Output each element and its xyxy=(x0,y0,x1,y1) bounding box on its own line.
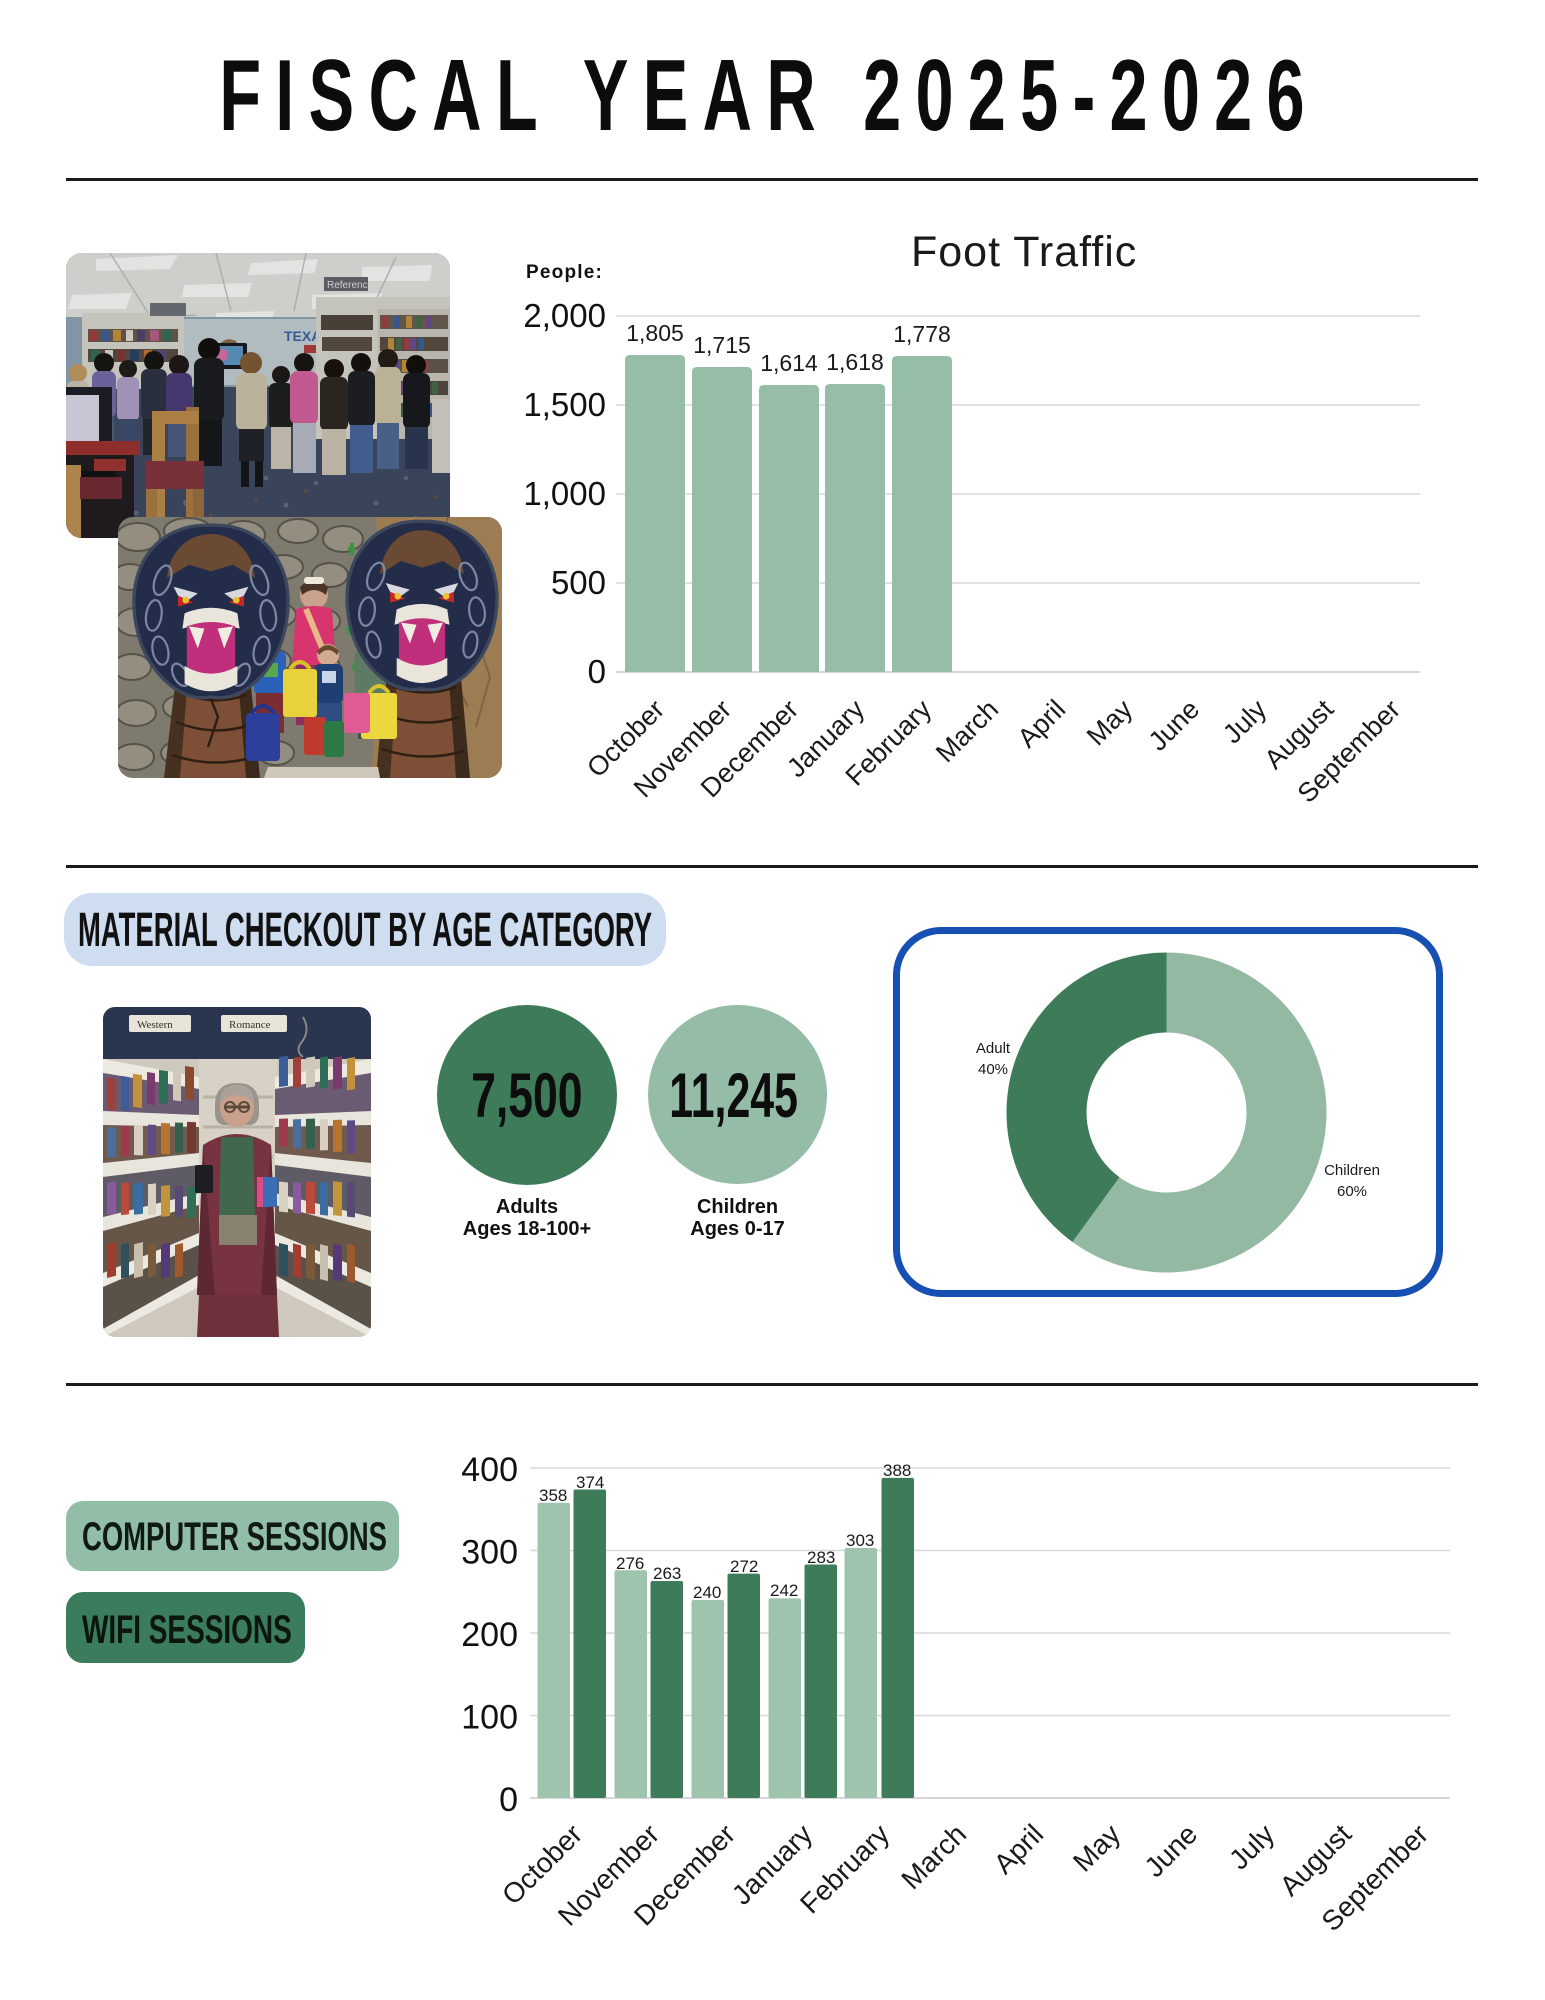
svg-text:April: April xyxy=(988,1818,1050,1880)
svg-text:1,618: 1,618 xyxy=(826,349,884,375)
svg-text:1,614: 1,614 xyxy=(760,350,818,376)
svg-text:March: March xyxy=(930,694,1004,768)
svg-text:400: 400 xyxy=(461,1451,518,1489)
svg-text:240: 240 xyxy=(693,1583,721,1602)
svg-text:303: 303 xyxy=(846,1531,874,1550)
svg-text:100: 100 xyxy=(461,1699,518,1737)
svg-text:1,715: 1,715 xyxy=(693,332,751,358)
svg-text:0: 0 xyxy=(588,653,606,690)
svg-text:May: May xyxy=(1081,694,1139,752)
svg-text:June: June xyxy=(1143,694,1206,757)
svg-text:263: 263 xyxy=(653,1564,681,1583)
svg-text:300: 300 xyxy=(461,1534,518,1572)
svg-text:1,805: 1,805 xyxy=(626,320,684,346)
svg-text:358: 358 xyxy=(539,1486,567,1505)
svg-text:272: 272 xyxy=(730,1557,758,1576)
svg-text:July: July xyxy=(1223,1818,1280,1875)
svg-text:200: 200 xyxy=(461,1616,518,1654)
svg-text:April: April xyxy=(1012,694,1071,753)
svg-text:276: 276 xyxy=(616,1554,644,1573)
svg-text:Romance: Romance xyxy=(229,1019,271,1031)
svg-text:1,000: 1,000 xyxy=(523,475,606,512)
svg-text:388: 388 xyxy=(883,1461,911,1480)
svg-text:March: March xyxy=(895,1818,972,1895)
svg-text:July: July xyxy=(1217,694,1273,750)
svg-text:1,778: 1,778 xyxy=(893,321,951,347)
svg-text:Reference: Reference xyxy=(327,280,374,291)
svg-text:500: 500 xyxy=(551,564,606,601)
svg-text:2,000: 2,000 xyxy=(523,297,606,334)
svg-text:0: 0 xyxy=(499,1781,518,1819)
svg-text:1,500: 1,500 xyxy=(523,386,606,423)
svg-text:242: 242 xyxy=(770,1581,798,1600)
svg-text:283: 283 xyxy=(807,1548,835,1567)
svg-text:374: 374 xyxy=(576,1473,604,1492)
svg-text:June: June xyxy=(1138,1818,1203,1883)
svg-text:May: May xyxy=(1067,1818,1126,1877)
svg-text:Western: Western xyxy=(137,1019,173,1031)
